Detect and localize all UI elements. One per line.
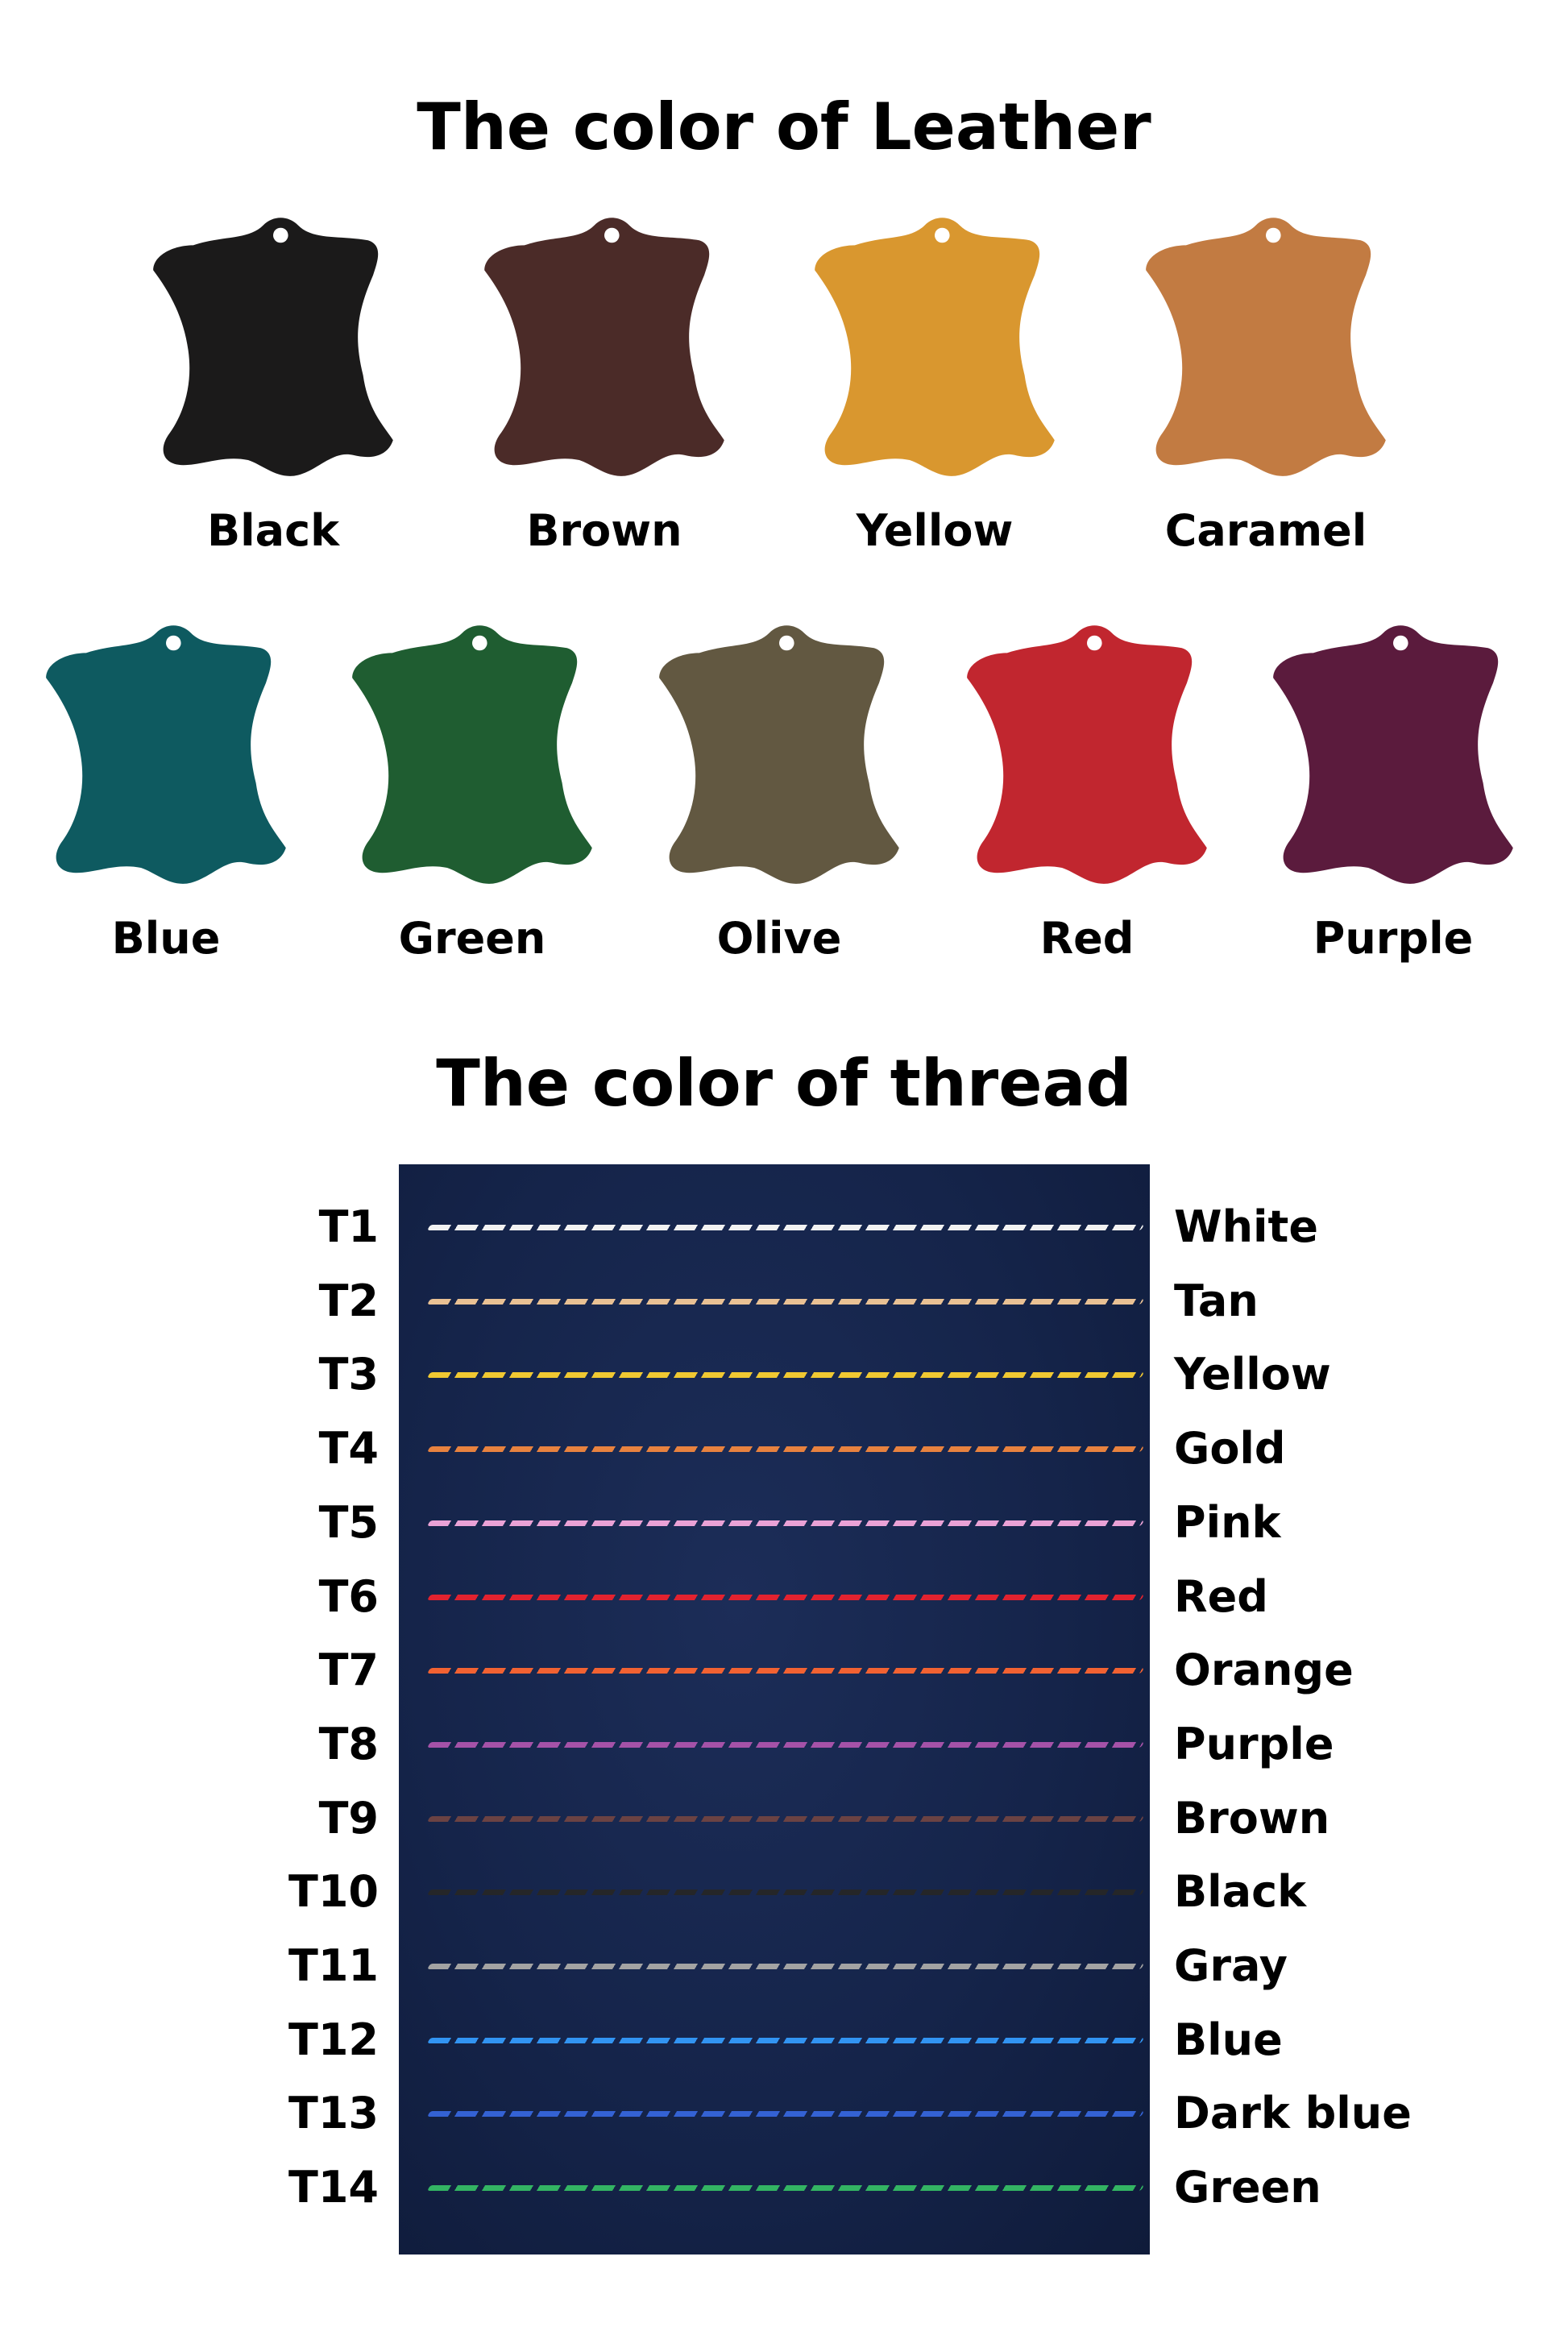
leather-label: Green — [398, 913, 546, 964]
thread-sample-leather-panel — [399, 1164, 1150, 2255]
thread-color-name: Dark blue — [1174, 2088, 1412, 2139]
leather-hide-icon — [46, 625, 286, 884]
thread-stitch-t13 — [426, 2111, 1145, 2118]
thread-code: T2 — [318, 1275, 379, 1326]
thread-color-name: White — [1174, 1201, 1318, 1252]
thread-code: T13 — [288, 2088, 379, 2139]
leather-swatch-caramel — [1141, 209, 1391, 487]
thread-code: T9 — [318, 1792, 379, 1844]
thread-stitch-t2 — [426, 1298, 1145, 1305]
thread-color-name: Red — [1174, 1570, 1268, 1622]
leather-swatch-blue — [41, 616, 291, 894]
leather-swatch-red — [962, 616, 1212, 894]
thread-stitch-t8 — [426, 1741, 1145, 1748]
leather-label: Yellow — [856, 505, 1014, 556]
leather-hide-icon — [352, 625, 592, 884]
leather-hide-icon — [967, 625, 1207, 884]
leather-hide-icon — [659, 625, 899, 884]
thread-code: T3 — [318, 1349, 379, 1400]
thread-stitch-t9 — [426, 1815, 1145, 1822]
leather-label: Olive — [716, 913, 842, 964]
thread-section-title: The color of thread — [436, 1046, 1132, 1121]
thread-stitch-t4 — [426, 1446, 1145, 1453]
thread-code: T14 — [288, 2162, 379, 2213]
leather-swatch-black — [148, 209, 398, 487]
thread-code: T12 — [288, 2014, 379, 2065]
leather-section-title: The color of Leather — [417, 89, 1151, 164]
leather-label: Red — [1039, 913, 1135, 964]
leather-hide-icon — [815, 218, 1055, 476]
thread-color-name: Orange — [1174, 1645, 1354, 1696]
thread-stitch-t1 — [426, 1225, 1145, 1230]
leather-swatch-purple — [1268, 616, 1518, 894]
thread-color-name: Green — [1174, 2162, 1321, 2213]
thread-stitch-t10 — [426, 1889, 1145, 1896]
leather-hide-icon — [484, 218, 724, 476]
thread-stitch-t7 — [426, 1668, 1145, 1674]
thread-color-name: Yellow — [1174, 1349, 1331, 1400]
thread-stitch-t12 — [426, 2037, 1145, 2043]
thread-stitch-t3 — [426, 1372, 1145, 1379]
leather-label: Purple — [1313, 913, 1474, 964]
thread-color-name: Gold — [1174, 1423, 1286, 1475]
thread-code: T5 — [318, 1496, 379, 1548]
leather-hide-icon — [1146, 218, 1386, 476]
leather-label: Blue — [111, 913, 221, 964]
thread-stitch-t14 — [426, 2185, 1145, 2192]
thread-code: T11 — [288, 1940, 379, 1991]
thread-code: T6 — [318, 1570, 379, 1622]
leather-hide-icon — [153, 218, 393, 476]
leather-swatch-brown — [479, 209, 729, 487]
leather-swatch-olive — [654, 616, 904, 894]
thread-code: T4 — [318, 1423, 379, 1475]
leather-label: Brown — [526, 505, 682, 556]
leather-label: Caramel — [1164, 505, 1367, 556]
thread-code: T10 — [288, 1866, 379, 1918]
thread-color-name: Tan — [1174, 1275, 1259, 1326]
leather-swatch-green — [347, 616, 597, 894]
thread-stitch-t11 — [426, 1964, 1145, 1969]
thread-color-name: Gray — [1174, 1940, 1288, 1991]
thread-color-name: Black — [1174, 1866, 1307, 1918]
thread-color-name: Purple — [1174, 1718, 1334, 1769]
thread-code: T7 — [318, 1645, 379, 1696]
thread-stitch-t6 — [426, 1594, 1145, 1600]
thread-stitch-t5 — [426, 1520, 1145, 1526]
leather-hide-icon — [1273, 625, 1513, 884]
thread-code: T1 — [318, 1201, 379, 1252]
thread-color-name: Brown — [1174, 1792, 1330, 1844]
thread-color-name: Blue — [1174, 2014, 1283, 2065]
leather-swatch-yellow — [810, 209, 1060, 487]
thread-code: T8 — [318, 1718, 379, 1769]
leather-label: Black — [206, 505, 340, 556]
thread-color-name: Pink — [1174, 1496, 1281, 1548]
